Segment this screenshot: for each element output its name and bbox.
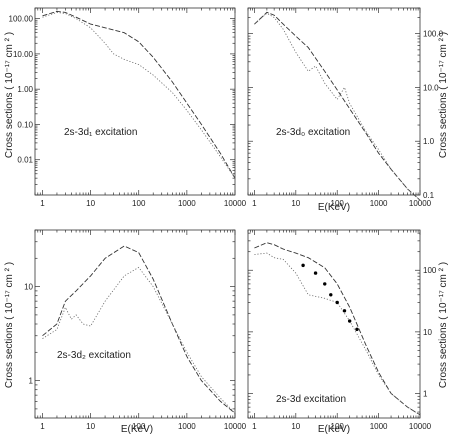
x-tick-label: 10	[291, 422, 300, 431]
y-axis-title: Cross sections ( 10⁻¹⁷ cm ² )	[438, 262, 449, 388]
x-tick-label: 100	[331, 199, 345, 208]
y-tick-label: 100.00	[9, 15, 34, 24]
plot-frame	[34, 7, 236, 196]
series-line-dashed	[254, 242, 421, 416]
y-tick-label: 1.0	[423, 137, 435, 146]
series-line-dotted	[254, 12, 421, 201]
series-line-dashed	[42, 245, 236, 414]
x-tick-label: 10	[86, 422, 95, 431]
x-tick-label: 1000	[370, 422, 388, 431]
y-tick-label: 1	[423, 389, 428, 398]
panel-2s-3d2: Cross sections ( 10⁻¹⁷ cm ² ) E(KeV) 2s-…	[4, 229, 247, 435]
x-tick-label: 1000	[178, 199, 196, 208]
data-point	[347, 319, 352, 323]
plot-frame	[247, 7, 421, 196]
x-tick-label: 10	[86, 199, 95, 208]
series-line-dotted	[254, 252, 421, 416]
y-tick-label: 0.1	[423, 191, 435, 200]
y-tick-label: 1	[29, 377, 34, 386]
data-point	[355, 327, 359, 332]
panel-annotation: 2s-3d₁ excitation	[64, 127, 137, 138]
y-axis-title: Cross sections ( 10⁻¹⁷ cm ² )	[438, 32, 449, 158]
x-tick-label: 10000	[224, 422, 247, 431]
y-tick-label: 10.0	[423, 83, 439, 92]
x-tick-label: 10	[291, 199, 300, 208]
x-tick-label: 100	[331, 422, 345, 431]
x-tick-label: 1	[40, 422, 45, 431]
data-point	[335, 300, 339, 305]
data-point	[323, 282, 327, 286]
x-axis-title: E(KeV)	[318, 202, 350, 213]
data-point	[342, 309, 347, 313]
y-tick-label: 10	[423, 328, 432, 337]
plot-frame	[34, 229, 236, 419]
panel-2s-3d: Cross sections ( 10⁻¹⁷ cm ² ) E(KeV) 2s-…	[247, 229, 449, 435]
data-point	[329, 293, 333, 297]
y-tick-label: 100	[423, 266, 437, 275]
x-tick-label: 10000	[409, 199, 432, 208]
x-tick-label: 1	[40, 199, 45, 208]
y-tick-label: 0.01	[17, 156, 33, 165]
x-tick-label: 1	[252, 422, 257, 431]
y-tick-label: 10	[24, 283, 33, 292]
y-tick-label: 10.00	[13, 50, 34, 59]
y-tick-label: 0.10	[17, 120, 33, 129]
panel-annotation: 2s-3d excitation	[276, 394, 346, 405]
x-tick-label: 1000	[370, 199, 388, 208]
plot-frame	[247, 229, 421, 419]
y-tick-label: 100.0	[423, 30, 444, 39]
x-tick-label: 100	[132, 422, 146, 431]
series-line-dotted	[42, 11, 236, 179]
panel-2s-3d1: Cross sections ( 10⁻¹⁷ cm ² ) 2s-3d₁ exc…	[4, 7, 247, 208]
y-axis-title: Cross sections ( 10⁻¹⁷ cm ² )	[4, 32, 15, 158]
x-tick-label: 1000	[178, 422, 196, 431]
x-axis-title: E(KeV)	[318, 424, 350, 435]
series-line-dashed	[254, 11, 421, 201]
data-point	[301, 263, 305, 268]
y-axis-title: Cross sections ( 10⁻¹⁷ cm ² )	[4, 262, 15, 388]
x-axis-title: E(KeV)	[121, 424, 153, 435]
series-line-dashed	[42, 10, 236, 179]
series-line-dotted	[42, 266, 236, 414]
data-point	[313, 271, 318, 275]
x-tick-label: 100	[132, 199, 146, 208]
y-tick-label: 1.00	[17, 85, 33, 94]
x-tick-label: 1	[252, 199, 257, 208]
panel-2s-3d0: Cross sections ( 10⁻¹⁷ cm ² ) E(KeV) 2s-…	[247, 7, 449, 213]
panel-annotation: 2s-3d₀ excitation	[276, 127, 350, 138]
panel-annotation: 2s-3d₂ excitation	[57, 350, 131, 361]
x-tick-label: 10000	[409, 422, 432, 431]
x-tick-label: 10000	[224, 199, 247, 208]
